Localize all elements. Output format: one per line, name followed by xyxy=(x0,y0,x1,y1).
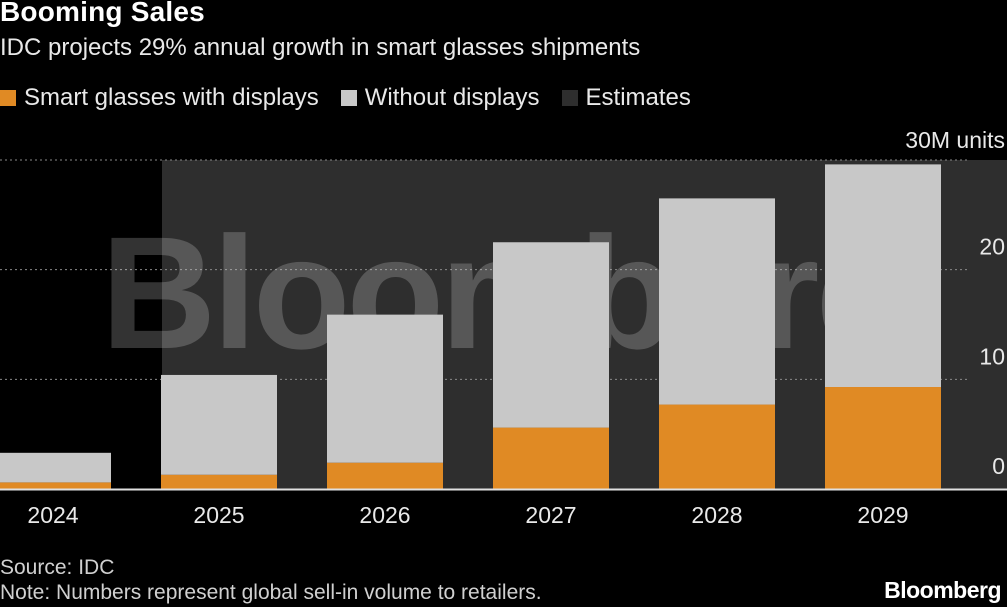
bar-2029-without-displays xyxy=(825,164,941,388)
legend: Smart glasses with displays Without disp… xyxy=(0,83,713,113)
legend-swatch-without-displays xyxy=(340,90,357,106)
legend-label-without-displays: Without displays xyxy=(364,84,540,111)
bar-2027-with-displays xyxy=(493,427,609,489)
legend-label-with-displays: Smart glasses with displays xyxy=(24,84,319,111)
bar-2025-with-displays xyxy=(161,474,277,489)
legend-swatch-with-displays xyxy=(0,90,16,106)
y-tick-label-10: 10 xyxy=(979,343,1005,369)
y-tick-label-20: 20 xyxy=(979,234,1005,260)
x-tick-label-2026: 2026 xyxy=(359,502,410,528)
chart-subtitle: IDC projects 29% annual growth in smart … xyxy=(0,34,641,61)
bar-2026-without-displays xyxy=(327,314,443,463)
y-tick-label-0: 0 xyxy=(992,453,1005,479)
bloomberg-logo: Bloomberg xyxy=(884,577,1001,603)
bar-2028-with-displays xyxy=(659,404,775,489)
bar-2029-with-displays xyxy=(825,387,941,489)
x-tick-label-2028: 2028 xyxy=(691,502,742,528)
legend-item-with-displays: Smart glasses with displays xyxy=(0,84,319,112)
chart-title: Booming Sales xyxy=(0,0,205,27)
x-tick-label-2029: 2029 xyxy=(857,502,908,528)
bars-group xyxy=(0,164,941,489)
bar-2026-with-displays xyxy=(327,462,443,489)
legend-item-estimates: Estimates xyxy=(561,84,691,112)
bar-2025-without-displays xyxy=(161,374,277,475)
y-tick-label-30: 30M units xyxy=(905,127,1005,153)
x-tick-label-2027: 2027 xyxy=(525,502,576,528)
footnote: Note: Numbers represent global sell-in v… xyxy=(0,581,542,604)
bar-2027-without-displays xyxy=(493,242,609,428)
legend-item-without-displays: Without displays xyxy=(340,84,540,112)
x-tick-label-2024: 2024 xyxy=(27,502,78,528)
legend-label-estimates: Estimates xyxy=(585,84,691,111)
bar-2028-without-displays xyxy=(659,198,775,405)
x-tick-label-2025: 2025 xyxy=(193,502,244,528)
source-note: Source: IDC xyxy=(0,556,115,579)
bar-2024-with-displays xyxy=(0,482,111,489)
bar-2024-without-displays xyxy=(0,452,111,483)
legend-swatch-estimates xyxy=(561,90,578,106)
